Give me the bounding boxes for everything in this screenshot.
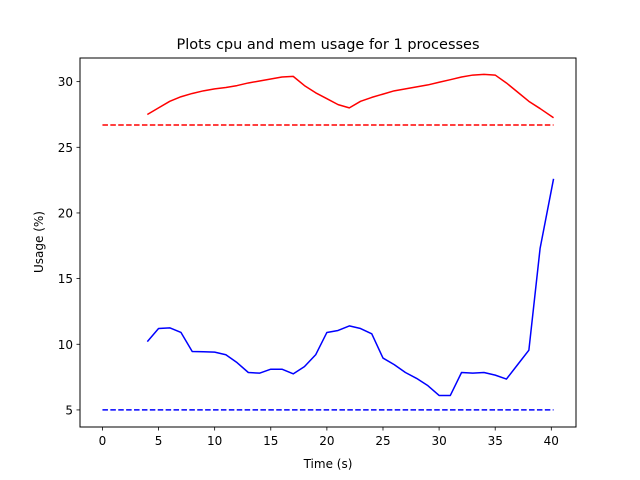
x-tick-label: 30 <box>431 434 446 448</box>
x-tick-label: 20 <box>319 434 334 448</box>
x-tick-label: 25 <box>375 434 390 448</box>
series-line-0-solid <box>146 73 554 119</box>
series-layer <box>102 73 555 411</box>
x-tick-label: 0 <box>99 434 107 448</box>
chart-title: Plots cpu and mem usage for 1 processes <box>176 37 479 53</box>
y-tick-label: 20 <box>58 206 73 220</box>
y-axis: 5 10 15 20 25 30 <box>58 75 80 417</box>
x-axis: 0 5 10 15 20 25 30 35 40 <box>99 427 559 448</box>
x-axis-label: Time (s) <box>303 457 353 471</box>
y-tick-label: 25 <box>58 141 73 155</box>
y-axis-label: Usage (%) <box>32 211 46 273</box>
y-tick-label: 5 <box>65 403 73 417</box>
plot-frame <box>79 57 577 428</box>
x-tick-label: 5 <box>155 434 163 448</box>
y-tick-label: 10 <box>58 338 73 352</box>
y-tick-label: 30 <box>58 75 73 89</box>
x-tick-label: 15 <box>263 434 278 448</box>
series-line-2-solid <box>146 178 555 397</box>
x-tick-label: 35 <box>488 434 503 448</box>
plot-area <box>80 58 576 427</box>
x-tick-label: 10 <box>207 434 222 448</box>
y-tick-label: 15 <box>58 272 73 286</box>
x-tick-label: 40 <box>544 434 559 448</box>
